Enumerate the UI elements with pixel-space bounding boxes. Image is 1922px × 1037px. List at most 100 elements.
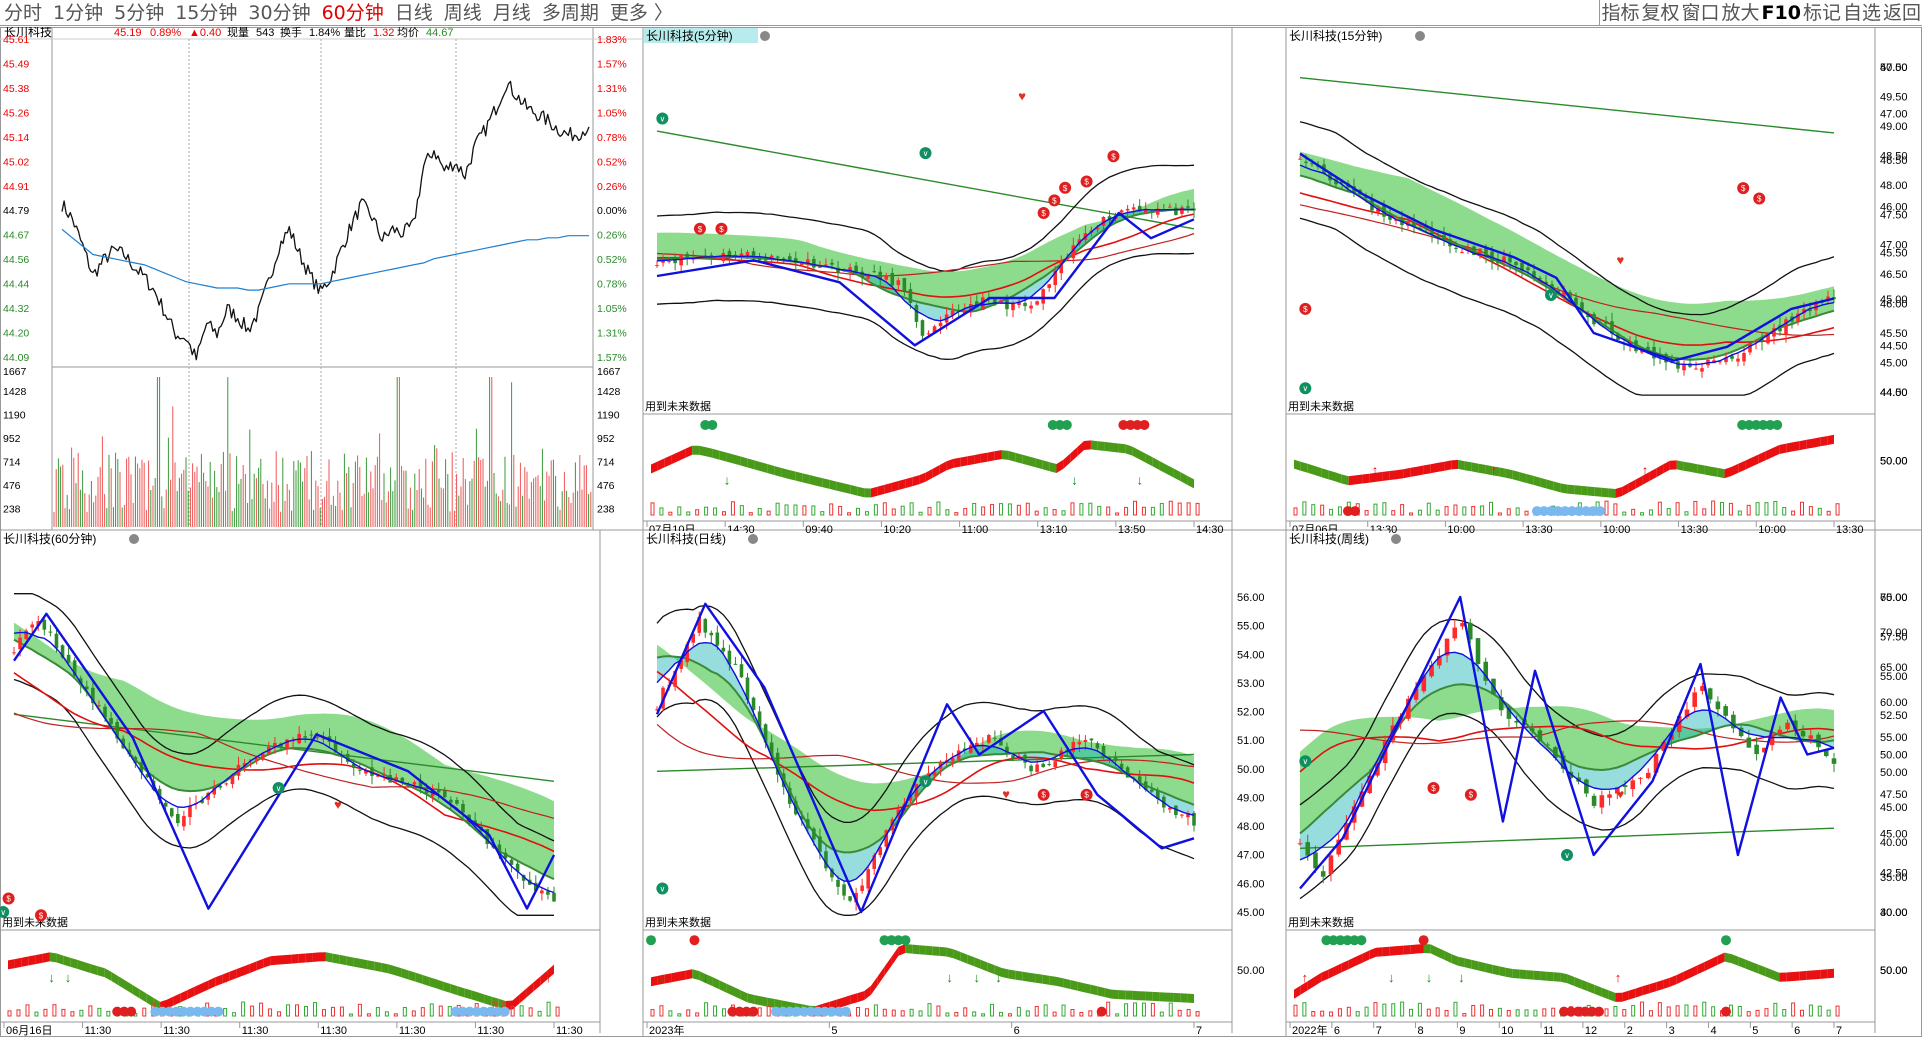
p60-candle	[133, 756, 138, 764]
pw-candle	[1537, 730, 1543, 742]
p60-ind-bar	[106, 1010, 111, 1017]
p60-down-arrow-icon: ↓	[65, 970, 72, 985]
pd-down-arrow-icon: ↓	[995, 970, 1002, 985]
pw-sell-marker-glyph: $	[1431, 784, 1436, 793]
p15-trend-ma	[1299, 77, 1835, 134]
p5-candle	[679, 254, 683, 266]
p5-ind-wave	[1125, 444, 1133, 456]
pd-price-tick-2: 54.00	[1237, 649, 1265, 661]
pd-candle	[679, 659, 683, 669]
p15-ind-wave	[1382, 471, 1390, 481]
pw-ind-bar	[1604, 1008, 1609, 1017]
p60-ind-wave	[35, 953, 43, 965]
pw-candle	[1305, 842, 1311, 856]
p60-candle	[163, 802, 168, 807]
p5-ind-wave	[822, 478, 830, 489]
tool-button-5[interactable]: 标记	[1802, 2, 1841, 24]
period-tab-0[interactable]: 分时	[4, 1, 43, 24]
price-tick-0: 45.61	[3, 34, 29, 46]
p60-ind-marker	[164, 1006, 175, 1017]
pd-zigzag	[655, 602, 1195, 914]
p5-ind-bar	[811, 505, 816, 516]
p60-ind-bar	[223, 1008, 228, 1017]
pw-ind-wave	[1417, 944, 1424, 954]
tool-button-1[interactable]: 复权	[1641, 2, 1680, 24]
price-tick-4: 45.14	[3, 132, 29, 144]
p60-ind-wave	[436, 979, 444, 991]
p15-upper-band	[1299, 121, 1835, 316]
p60-ind-wave	[97, 966, 105, 978]
p15-ind-wave	[1745, 457, 1752, 470]
p5-sell-marker	[1059, 181, 1072, 194]
p5-ind-bar	[847, 512, 852, 516]
pd-candle	[1083, 739, 1088, 742]
p60-ind-bar	[61, 1008, 66, 1017]
vol-tick-r-1: 1428	[597, 386, 621, 398]
period-tab-8[interactable]: 月线	[492, 1, 531, 24]
p60-candle	[12, 652, 16, 654]
pw-date-label-6: 11	[1543, 1025, 1554, 1037]
period-tab-7[interactable]: 周线	[443, 1, 482, 24]
p5-ind-wave	[726, 452, 734, 464]
p60-candle	[176, 813, 180, 824]
period-tab-6[interactable]: 日线	[394, 1, 433, 24]
tool-button-4[interactable]: F10	[1761, 2, 1801, 24]
pd-ind-bar	[1007, 1013, 1012, 1017]
pd-candle	[781, 773, 786, 787]
pd-price-tick-5: 51.00	[1237, 735, 1265, 747]
p5-ind-wave	[870, 486, 878, 498]
period-tab-3[interactable]: 15分钟	[175, 1, 238, 24]
period-tab-9[interactable]: 多周期	[541, 1, 599, 24]
period-tab-10[interactable]: 更多 〉	[609, 1, 673, 24]
pw-butterfly-icon: ♥	[1617, 787, 1625, 802]
tool-button-7[interactable]: 返回	[1882, 2, 1921, 24]
p5-candle	[751, 251, 756, 257]
p15-ind-wave	[1711, 466, 1718, 477]
pw-ind-bar	[1364, 1006, 1369, 1017]
p60-ind-wave	[450, 983, 458, 996]
period-tab-5[interactable]: 60分钟	[321, 1, 384, 24]
p5-candle	[1035, 301, 1039, 305]
p15-right-tick-10: 45.00	[1880, 357, 1908, 369]
pd-ind-marker	[734, 1006, 745, 1017]
p15-candle	[1724, 357, 1728, 363]
tool-button-6[interactable]: 自选	[1842, 2, 1881, 24]
p15-ind-bar	[1808, 506, 1813, 516]
tool-button-3[interactable]: 放大	[1721, 2, 1760, 24]
p60-sell-marker	[35, 909, 47, 922]
p60-ind-bar	[303, 1005, 308, 1017]
pw-ind-wave	[1752, 962, 1759, 974]
pw-candle	[1336, 839, 1341, 855]
period-tab-2[interactable]: 5分钟	[114, 1, 165, 24]
p60-ind-bar	[259, 1002, 264, 1017]
pd-candle	[1095, 743, 1100, 749]
p60-ind-wave	[471, 990, 478, 1002]
pd-sell-marker-glyph: $	[1041, 791, 1046, 800]
pd-ind-wave	[939, 946, 947, 957]
p5-candle	[890, 273, 895, 286]
p15-ind-wave	[1417, 465, 1424, 476]
p15-candle	[1586, 313, 1590, 318]
pd-ind-bar	[954, 1011, 959, 1017]
pw-ind-bar	[1524, 1009, 1529, 1017]
p15-ind-bar	[1400, 504, 1405, 516]
p60-ind-wave	[132, 984, 140, 999]
p15-price-tick-4: 45.50	[1880, 248, 1908, 260]
tool-button-0[interactable]: 指标	[1601, 2, 1640, 24]
pw-price-tick-1: 57.50	[1880, 631, 1908, 643]
tool-button-2[interactable]: 窗口	[1681, 2, 1720, 24]
p15-candle	[1406, 220, 1410, 226]
period-tab-1[interactable]: 1分钟	[53, 1, 104, 24]
pw-up-arrow-icon: ↑	[1615, 970, 1622, 985]
pd-candle	[1011, 755, 1015, 759]
pw-ind-wave	[1464, 958, 1472, 969]
p15-ind-bar	[1329, 508, 1334, 516]
p60-candle	[212, 787, 217, 795]
p5-candle	[818, 266, 822, 268]
pd-ind-bar	[1133, 1002, 1138, 1017]
p15-lower-band	[1299, 217, 1835, 396]
pct-tick-8: 0.26%	[597, 230, 627, 242]
p60-buy-marker	[272, 782, 285, 794]
pd-candle	[1023, 754, 1027, 763]
period-tab-4[interactable]: 30分钟	[248, 1, 311, 24]
